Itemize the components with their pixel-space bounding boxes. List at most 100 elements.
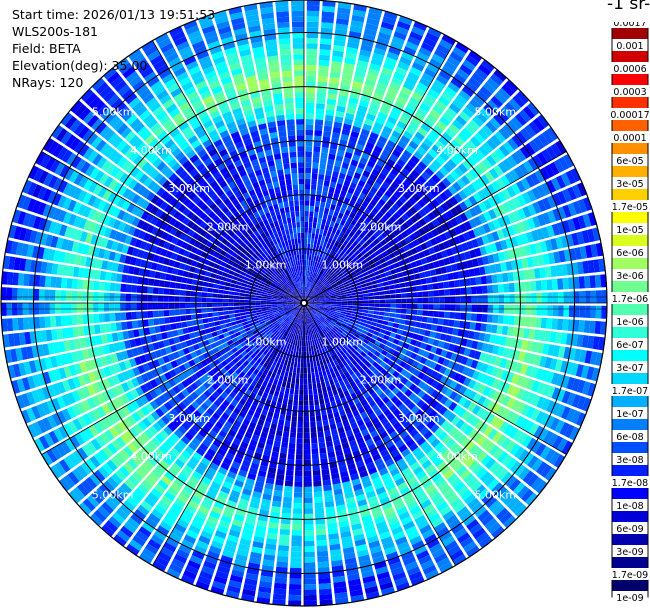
range-gate-cell xyxy=(74,254,82,266)
range-gate-cell xyxy=(258,586,272,594)
range-gate-cell xyxy=(378,198,386,207)
range-gate-cell xyxy=(350,253,357,260)
range-gate-cell xyxy=(304,270,306,276)
range-gate-cell xyxy=(444,289,450,296)
range-gate-cell xyxy=(244,327,251,332)
range-gate-cell xyxy=(472,227,481,238)
range-gate-cell xyxy=(270,274,276,279)
range-gate-cell xyxy=(409,96,421,107)
range-gate-cell xyxy=(291,255,295,262)
range-gate-cell xyxy=(276,561,288,568)
range-gate-cell xyxy=(278,32,291,40)
range-gate-cell xyxy=(151,508,164,520)
range-gate-cell xyxy=(290,315,295,321)
range-gate-cell xyxy=(134,239,143,248)
range-gate-cell xyxy=(547,210,557,223)
range-gate-cell xyxy=(15,347,23,362)
range-gate-cell xyxy=(21,409,31,424)
range-gate-cell xyxy=(99,85,113,99)
range-gate-cell xyxy=(396,158,406,168)
range-gate-cell xyxy=(277,424,284,432)
range-gate-cell xyxy=(177,269,184,276)
range-gate-cell xyxy=(298,346,302,352)
range-gate-cell xyxy=(305,167,312,174)
range-gate-cell xyxy=(163,303,169,309)
range-gate-cell xyxy=(108,426,119,438)
range-gate-cell xyxy=(195,208,204,217)
range-gate-cell xyxy=(172,176,182,186)
range-gate-cell xyxy=(98,484,111,497)
range-gate-cell xyxy=(103,480,115,493)
range-gate-cell xyxy=(423,249,431,257)
range-gate-cell xyxy=(328,226,334,233)
range-gate-cell xyxy=(399,282,406,288)
range-gate-cell xyxy=(265,110,275,118)
range-gate-cell xyxy=(277,274,283,280)
range-gate-cell xyxy=(231,17,245,26)
range-gate-cell xyxy=(244,293,251,297)
range-gate-cell xyxy=(454,204,464,214)
range-gate-cell xyxy=(220,515,232,524)
range-gate-cell xyxy=(146,224,155,234)
range-gate-cell xyxy=(497,87,511,101)
range-gate-cell xyxy=(272,238,278,245)
range-gate-cell xyxy=(446,143,457,154)
range-gate-cell xyxy=(127,265,135,275)
range-gate-cell xyxy=(229,255,236,262)
range-gate-cell xyxy=(246,426,255,434)
range-gate-cell xyxy=(441,65,455,77)
range-gate-cell xyxy=(329,77,340,84)
range-gate-cell xyxy=(436,275,443,282)
range-gate-cell xyxy=(448,255,456,264)
range-gate-cell xyxy=(230,321,237,326)
range-gate-cell xyxy=(155,33,169,44)
range-gate-cell xyxy=(316,184,323,191)
range-gate-cell xyxy=(277,297,283,300)
range-gate-cell xyxy=(251,273,258,278)
range-gate-cell xyxy=(80,88,94,102)
range-gate-cell xyxy=(277,304,283,306)
range-gate-cell xyxy=(249,303,256,306)
range-gate-cell xyxy=(98,248,106,259)
range-gate-cell xyxy=(288,297,294,300)
range-gate-cell xyxy=(266,182,274,190)
range-gate-cell xyxy=(274,250,280,256)
range-gate-cell xyxy=(307,295,312,300)
range-gate-cell xyxy=(284,263,289,270)
range-gate-cell xyxy=(121,160,132,171)
range-gate-cell xyxy=(305,92,315,98)
range-gate-cell xyxy=(550,143,562,157)
range-gate-cell xyxy=(225,322,232,328)
range-gate-cell xyxy=(360,128,370,137)
range-gate-cell xyxy=(181,321,188,328)
range-gate-cell xyxy=(117,209,126,220)
range-gate-cell xyxy=(328,269,333,275)
range-gate-cell xyxy=(293,300,299,302)
range-gate-cell xyxy=(361,242,369,249)
range-gate-cell xyxy=(50,235,59,248)
range-gate-cell xyxy=(511,134,523,148)
range-gate-cell xyxy=(448,123,460,135)
range-gate-cell xyxy=(138,173,149,184)
range-gate-cell xyxy=(190,338,198,345)
range-gate-cell xyxy=(342,281,349,286)
range-gate-cell xyxy=(462,106,475,118)
range-gate-cell xyxy=(280,185,287,192)
range-gate-cell xyxy=(44,316,51,328)
range-gate-cell xyxy=(191,423,201,433)
range-gate-cell xyxy=(249,153,258,162)
range-gate-cell xyxy=(256,234,263,242)
range-gate-cell xyxy=(263,274,269,280)
range-gate-cell xyxy=(245,166,254,174)
range-gate-cell xyxy=(328,277,334,283)
range-gate-cell xyxy=(164,204,173,214)
range-gate-cell xyxy=(321,271,327,277)
range-gate-cell xyxy=(202,525,215,535)
range-gate-cell xyxy=(269,66,280,73)
range-gate-cell xyxy=(112,153,124,165)
range-gate-cell xyxy=(305,194,310,201)
range-gate-cell xyxy=(302,308,304,314)
range-gate-cell xyxy=(127,442,138,454)
range-gate-cell xyxy=(355,236,362,243)
range-gate-cell xyxy=(220,76,233,85)
